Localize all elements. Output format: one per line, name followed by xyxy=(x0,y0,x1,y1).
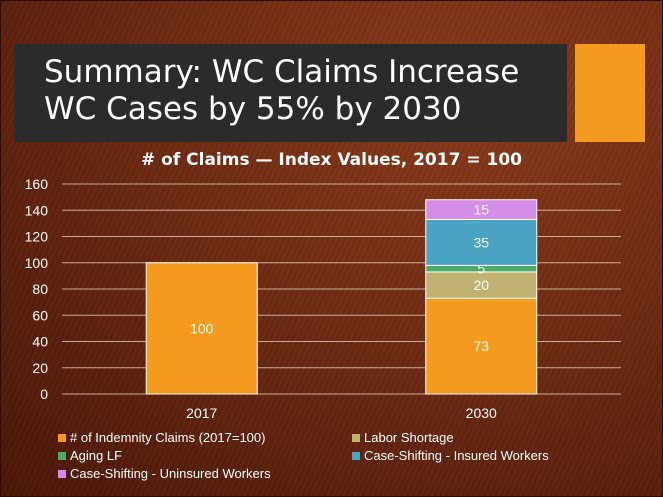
chart-title: # of Claims — Index Values, 2017 = 100 xyxy=(141,150,522,170)
bar-segment xyxy=(425,297,538,395)
data-label: 100 xyxy=(190,320,214,336)
bar-segment xyxy=(425,199,538,220)
y-tick-label: 120 xyxy=(25,229,49,245)
y-tick-label: 40 xyxy=(32,334,48,350)
bar-segment xyxy=(425,218,538,266)
data-label: 5 xyxy=(477,261,485,277)
accent-block xyxy=(575,44,645,142)
data-label: 73 xyxy=(473,338,489,354)
bar-segment xyxy=(145,262,258,395)
x-tick-label: 2030 xyxy=(466,405,497,421)
legend-item: Aging LF xyxy=(58,448,122,463)
data-label: 15 xyxy=(473,202,489,218)
x-tick-label: 2017 xyxy=(186,405,217,421)
legend-label: Aging LF xyxy=(70,448,123,463)
legend-label: Case-Shifting - Insured Workers xyxy=(364,448,549,463)
legend-label: # of Indemnity Claims (2017=100) xyxy=(70,430,266,445)
legend-swatch xyxy=(352,433,360,442)
legend-swatch xyxy=(58,469,66,478)
legend-item: Labor Shortage xyxy=(352,430,454,445)
y-tick-label: 140 xyxy=(25,202,49,218)
title-box: Summary: WC Claims Increase WC Cases by … xyxy=(14,44,567,142)
data-label: 20 xyxy=(473,277,489,293)
slide-title: Summary: WC Claims Increase WC Cases by … xyxy=(44,54,520,127)
y-tick-label: 60 xyxy=(32,307,48,323)
legend-swatch xyxy=(352,451,360,460)
legend-swatch xyxy=(58,451,66,460)
y-tick-label: 20 xyxy=(32,360,48,376)
y-tick-label: 0 xyxy=(40,386,48,402)
y-tick-label: 100 xyxy=(25,255,49,271)
y-tick-label: 160 xyxy=(25,176,49,192)
legend-item: Case-Shifting - Insured Workers xyxy=(352,448,549,463)
legend-swatch xyxy=(58,433,66,442)
legend-item: Case-Shifting - Uninsured Workers xyxy=(58,466,271,481)
data-label: 35 xyxy=(473,234,489,250)
legend-label: Labor Shortage xyxy=(364,430,454,445)
y-tick-label: 80 xyxy=(32,281,48,297)
legend-item: # of Indemnity Claims (2017=100) xyxy=(58,430,265,445)
legend-label: Case-Shifting - Uninsured Workers xyxy=(70,466,271,481)
